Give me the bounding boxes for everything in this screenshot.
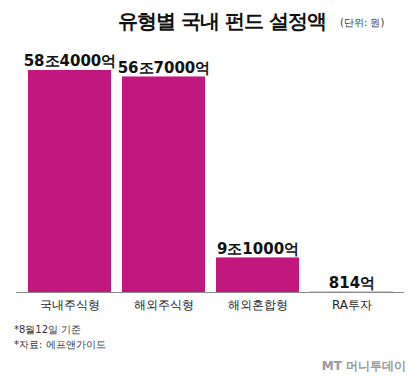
svg-text:해외주식형: 해외주식형 — [134, 298, 194, 312]
svg-text:해외혼합형: 해외혼합형 — [228, 298, 288, 312]
svg-text:RA투자: RA투자 — [332, 298, 372, 312]
svg-text:814억: 814억 — [329, 274, 375, 292]
html-text:MT 머니투데이: MT 머니투데이 — [321, 359, 406, 373]
svg-text:56조7000억: 56조7000억 — [118, 59, 211, 77]
html-text:*자료: 에프앤가이드: *자료: 에프앤가이드 — [14, 339, 106, 350]
svg-text:58조4000억: 58조4000억 — [24, 52, 117, 70]
svg-text:9조1000억: 9조1000억 — [217, 240, 299, 258]
html-text:(단위: 원): (단위: 원) — [340, 17, 385, 28]
html-text:*8월12일 기준: *8월12일 기준 — [14, 324, 82, 335]
svg-text:국내주식형: 국내주식형 — [40, 298, 100, 312]
html-text:유형별 국내 펀드 설정액: 유형별 국내 펀드 설정액 — [118, 9, 326, 33]
